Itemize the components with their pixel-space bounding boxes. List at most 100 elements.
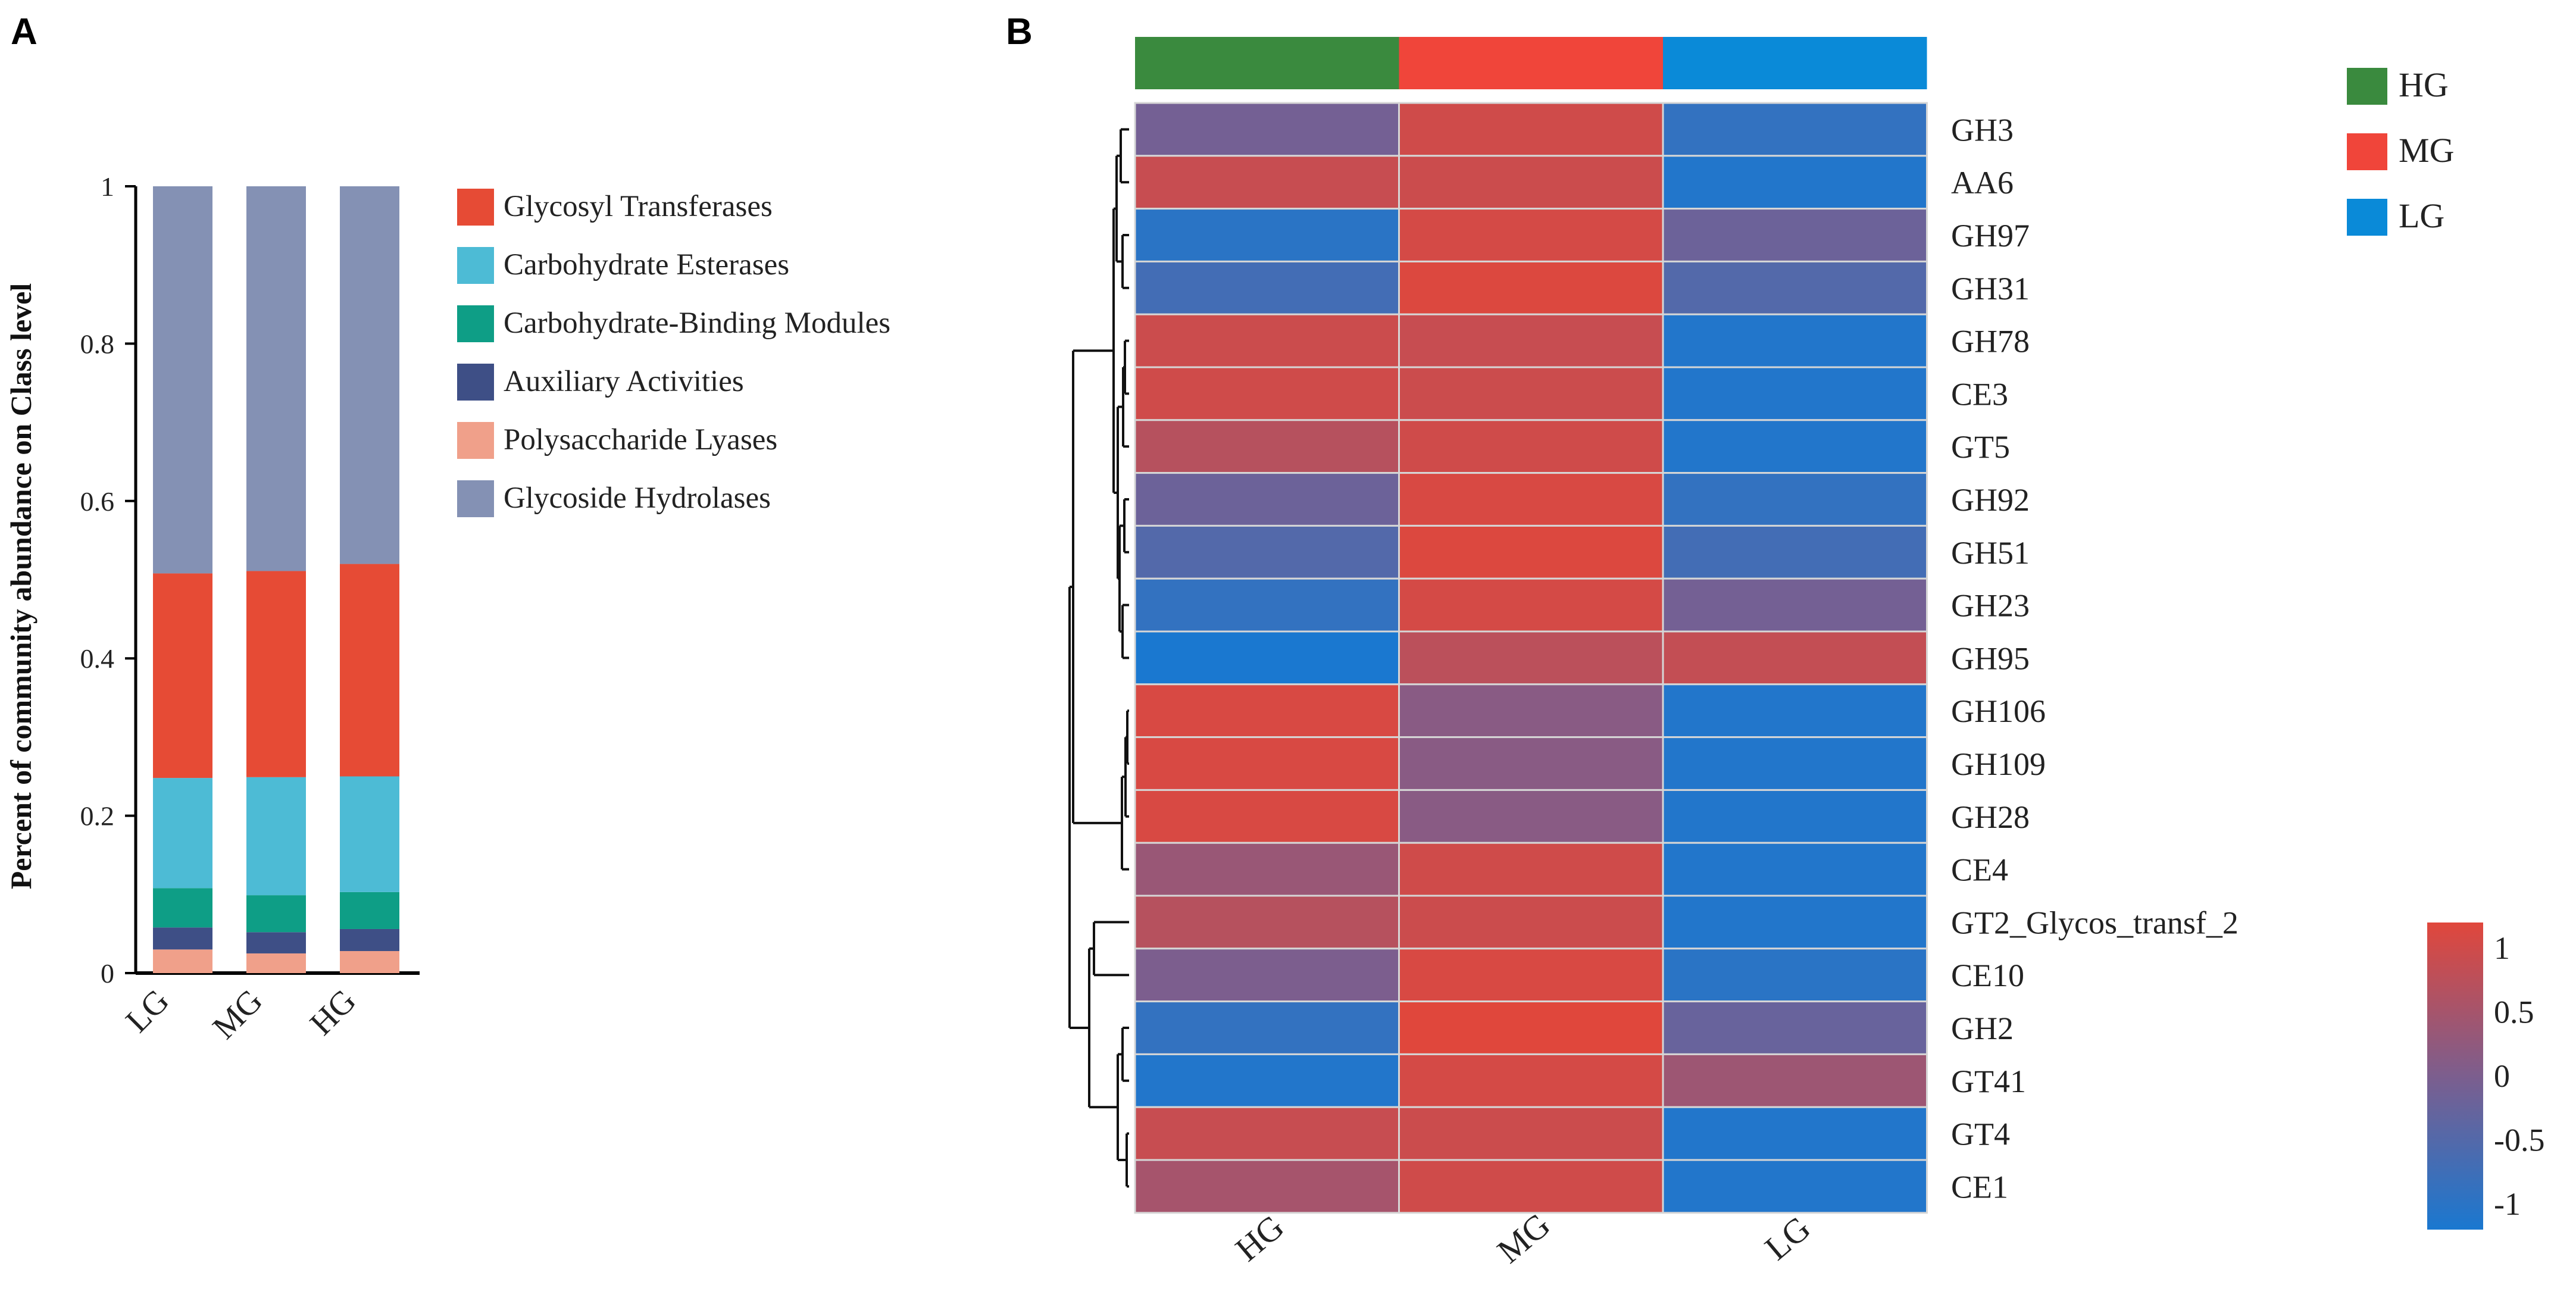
row-labels: GH3 AA6 GH97 GH31 GH78 CE3 GT5 GH92 GH51 GH23 GH95… (1951, 112, 2239, 1205)
colorbar-rect (2427, 923, 2483, 1230)
row-label-aa6: AA6 (1951, 165, 2014, 201)
row-label-gh92: GH92 (1951, 482, 2030, 518)
heatmap-cell-gh23-lg (1662, 577, 1928, 633)
heatmap-cell-gh28-hg (1134, 789, 1400, 844)
heatmap-cell-gh97-hg (1134, 208, 1400, 262)
group-legend-swatch-hg (2347, 68, 2387, 105)
heatmap-cell-gh97-mg (1398, 208, 1664, 262)
heatmap-cell-gh95-hg (1134, 630, 1400, 686)
x-tick-label-mg: MG (206, 982, 270, 1046)
heatmap-cell-gt5-mg (1398, 419, 1664, 474)
legend-label-carbohydrate-esterases: Carbohydrate Esterases (504, 248, 789, 282)
group-legend-swatch-mg (2347, 133, 2387, 170)
y-axis-title: Percent of community abundance on Class … (4, 283, 37, 890)
colorbar-tick-label: -1 (2494, 1186, 2521, 1222)
row-label-gh109: GH109 (1951, 746, 2046, 782)
legend-label-carbohydrate-binding-modules: Carbohydrate-Binding Modules (504, 307, 890, 340)
panel-a-label: A (11, 11, 37, 52)
heatmap-cell-gh95-lg (1662, 630, 1928, 686)
heatmap-cell-gt41-mg (1398, 1053, 1664, 1108)
colorbar-tick-label: -0.5 (2494, 1122, 2544, 1158)
group-legend-swatch-lg (2347, 199, 2387, 236)
color-scale-bar: 1 0.5 0 -0.5 -1 (2427, 923, 2544, 1230)
heatmap-cell-aa6-lg (1662, 155, 1928, 210)
row-label-gh78: GH78 (1951, 324, 2030, 359)
heatmap-cell-gh92-hg (1134, 472, 1400, 527)
heatmap-cell-gh2-hg (1134, 1000, 1400, 1055)
heatmap-cell-gh106-hg (1134, 683, 1400, 739)
y-tick-label: 1 (101, 171, 114, 202)
colorbar-tick-label: 1 (2494, 930, 2510, 966)
row-label-ce3: CE3 (1951, 376, 2008, 412)
heatmap-cell-gh51-mg (1398, 524, 1664, 580)
heatmap-cell-gh78-hg (1134, 313, 1400, 368)
heatmap-cell-gt4-hg (1134, 1106, 1400, 1161)
heatmap-cell-gt5-lg (1662, 419, 1928, 474)
legend-swatch-glycosyl-transferases (457, 189, 494, 226)
row-label-ce4: CE4 (1951, 852, 2008, 888)
heatmap-cell-ce4-lg (1662, 842, 1928, 897)
row-label-gt4: GT4 (1951, 1117, 2010, 1152)
heatmap-cell-ce10-mg (1398, 947, 1664, 1003)
y-tick-label: 0.4 (80, 643, 115, 674)
row-label-gh31: GH31 (1951, 271, 2030, 307)
heatmap-cell-gt2-glycos-transf-2-lg (1662, 895, 1928, 950)
heatmap-cell-ce1-mg (1398, 1159, 1664, 1214)
column-annotation-lg (1663, 37, 1927, 89)
heatmap-cell-gt41-hg (1134, 1053, 1400, 1108)
heatmap-cell-gt5-hg (1134, 419, 1400, 474)
row-label-gt2-glycos-transf-2: GT2_Glycos_transf_2 (1951, 905, 2239, 940)
bar-segment-lg-glycoside-hydrolases (153, 186, 212, 574)
heatmap-cell-gh23-mg (1398, 577, 1664, 633)
column-label-lg: LG (1758, 1208, 1818, 1267)
y-tick-label: 0.2 (80, 801, 115, 831)
bar-segment-mg-carbohydrate-esterases (246, 777, 306, 896)
legend-swatch-carbohydrate-esterases (457, 247, 494, 284)
bar-segment-hg-glycoside-hydrolases (340, 186, 399, 564)
x-tick-label-lg: LG (119, 982, 177, 1040)
legend-label-glycoside-hydrolases: Glycoside Hydrolases (504, 481, 771, 515)
panel-b-label: B (1006, 11, 1033, 52)
bar-segment-lg-polysaccharide-lyases (153, 949, 212, 973)
heatmap-cell-gt41-lg (1662, 1053, 1928, 1108)
y-tick-label: 0.6 (80, 486, 115, 517)
heatmap-chart: GH3 AA6 GH97 GH31 GH78 CE3 GT5 GH92 GH51 GH23 GH95… (1068, 37, 2544, 1271)
bar-segment-mg-glycosyl-transferases (246, 571, 306, 777)
column-annotation-mg (1399, 37, 1663, 89)
heatmap-cell-gh106-lg (1662, 683, 1928, 739)
bar-segment-hg-carbohydrate-binding-modules (340, 892, 399, 929)
row-label-gh95: GH95 (1951, 640, 2030, 676)
heatmap-cell-gh31-lg (1662, 260, 1928, 315)
row-label-gh28: GH28 (1951, 799, 2030, 835)
heatmap-cell-gh109-hg (1134, 736, 1400, 791)
column-labels: HG MG LG (1228, 1205, 1817, 1271)
heatmap-cell-gh3-lg (1662, 102, 1928, 157)
bar-stack-group (153, 186, 399, 973)
column-label-mg: MG (1490, 1205, 1557, 1271)
bar-segment-lg-glycosyl-transferases (153, 573, 212, 778)
row-dendrogram (1068, 128, 1129, 1188)
bar-segment-mg-auxiliary-activities (246, 932, 306, 953)
heatmap-cell-ce3-hg (1134, 366, 1400, 421)
bar-segment-lg-carbohydrate-esterases (153, 778, 212, 889)
heatmap-cell-gh92-lg (1662, 472, 1928, 527)
heatmap-cell-gh31-hg (1134, 260, 1400, 315)
heatmap-cell-gt2-glycos-transf-2-hg (1134, 895, 1400, 950)
row-label-ce10: CE10 (1951, 958, 2024, 993)
row-label-gt41: GT41 (1951, 1064, 2026, 1099)
row-label-ce1: CE1 (1951, 1169, 2008, 1205)
legend-swatch-auxiliary-activities (457, 364, 494, 401)
bar-segment-hg-polysaccharide-lyases (340, 950, 399, 973)
heatmap-cell-ce1-lg (1662, 1159, 1928, 1214)
heatmap-cells (1134, 102, 1928, 1214)
group-legend-label-hg: HG (2399, 65, 2449, 104)
heatmap-cell-gh97-lg (1662, 208, 1928, 262)
bar-segment-hg-auxiliary-activities (340, 928, 399, 951)
y-tick-label: 0 (101, 958, 114, 989)
heatmap-cell-gh51-lg (1662, 524, 1928, 580)
heatmap-cell-gh51-hg (1134, 524, 1400, 580)
heatmap-cell-gt2-glycos-transf-2-mg (1398, 895, 1664, 950)
heatmap-cell-gh3-mg (1398, 102, 1664, 157)
legend-swatch-glycoside-hydrolases (457, 480, 494, 517)
legend-swatch-carbohydrate-binding-modules (457, 305, 494, 342)
